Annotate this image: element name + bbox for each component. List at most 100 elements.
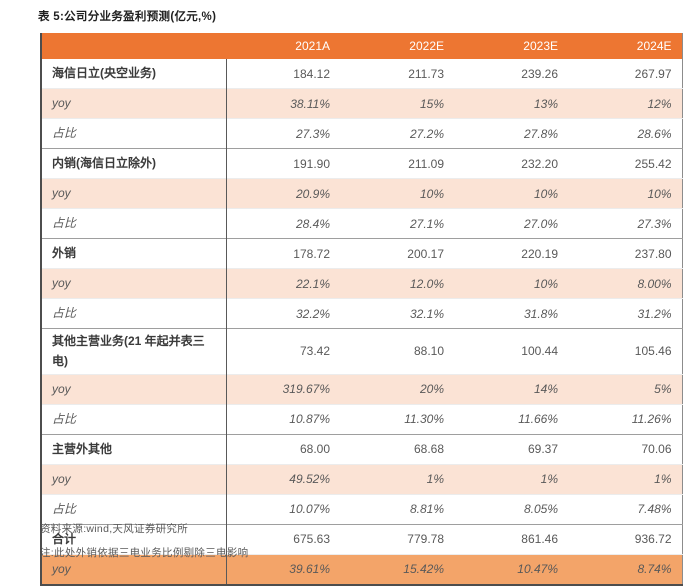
row-label: 外销 [41,238,227,269]
row-label: yoy [41,178,227,209]
row-label: yoy [41,464,227,495]
cell-value: 8.81% [409,502,444,517]
cell-value: 1% [654,472,672,487]
cell-value: 178.72 [293,246,330,261]
table-caption: 表 5:公司分业务盈利预测(亿元,%) [38,11,217,23]
col-header-2021a: 2021A [226,33,340,59]
cell-value: 100.44 [521,344,558,359]
cell-value: 200.17 [407,246,444,261]
cell-value: 10% [647,186,672,201]
cell-value: 10.87% [289,412,330,427]
row-label: 主营外其他 [41,434,227,465]
cell-value: 68.00 [299,442,330,457]
cell-value: 22.1% [295,276,330,291]
cell-value: 68.68 [413,442,444,457]
row-label: yoy [41,88,227,119]
row-label: 占比 [41,494,227,525]
cell-value: 211.09 [408,156,444,171]
cell-value: 237.80 [634,246,672,261]
cell-value: 28.6% [637,126,672,141]
cell-value: 69.37 [527,442,558,457]
cell-value: 27.1% [409,216,444,231]
cell-value: 319.67% [282,382,330,397]
cell-value: 27.8% [523,126,558,141]
cell-value: 861.46 [521,532,558,547]
table-row-share: 占比 10.87% 11.30% 11.66% 11.26% [41,404,682,435]
cell-value: 32.1% [409,306,444,321]
cell-value: 184.12 [293,66,330,81]
row-label: 内销(海信日立除外) [41,148,227,179]
table-row-yoy: yoy 38.11% 15% 13% 12% [41,88,682,119]
cell-value: 14% [533,382,558,397]
col-header-2023e: 2023E [454,33,568,59]
table-row-yoy: yoy 20.9% 10% 10% 10% [41,178,682,209]
cell-value: 12% [647,96,672,111]
forecast-table-wrap: 2021A 2022E 2023E 2024E 海信日立(央空业务) 184.12… [40,33,683,586]
cell-value: 13% [533,96,558,111]
cell-value: 239.26 [521,66,558,81]
col-header-2024e: 2024E [568,33,682,59]
table-header-row: 2021A 2022E 2023E 2024E [41,33,682,59]
cell-value: 11.30% [404,412,444,427]
cell-value: 31.8% [523,306,558,321]
cell-value: 15% [419,96,444,111]
cell-value: 8.00% [637,276,672,291]
cell-value: 1% [426,472,444,487]
cell-value: 10.47% [517,562,558,577]
cell-value: 7.48% [637,502,672,517]
report-table-page: { "page": { "title": "表 5:公司分业务盈利预测(亿元,%… [38,11,683,586]
cell-value: 1% [540,472,558,487]
row-label: 占比 [41,118,227,149]
row-label: 其他主营业务(21 年起并表三电) [41,328,227,375]
cell-value: 73.42 [299,344,330,359]
row-label: 占比 [41,404,227,435]
cell-value: 5% [654,382,672,397]
cell-value: 27.3% [637,216,672,231]
cell-value: 8.05% [523,502,558,517]
cell-value: 27.0% [523,216,558,231]
cell-value: 49.52% [289,472,330,487]
cell-value: 27.2% [409,126,444,141]
table-corner-cell [41,33,226,59]
row-label: 占比 [41,298,227,329]
cell-value: 38.11% [290,96,330,111]
cell-value: 267.97 [634,66,672,81]
cell-value: 88.10 [413,344,444,359]
cell-value: 32.2% [295,306,330,321]
cell-value: 936.72 [634,532,672,547]
row-label: 合计 [41,524,227,555]
table-row-section: 海信日立(央空业务) 184.12 211.73 239.26 267.97 [41,59,682,89]
cell-value: 8.74% [637,562,672,577]
table-body: 海信日立(央空业务) 184.12 211.73 239.26 267.97 yoy 38.… [41,59,682,585]
table-row-share: 占比 10.07% 8.81% 8.05% 7.48% [41,494,682,525]
cell-value: 31.2% [637,306,672,321]
table-row-yoy: yoy 22.1% 12.0% 10% 8.00% [41,268,682,299]
table-row-yoy: yoy 319.67% 20% 14% 5% [41,374,682,405]
row-label: 海信日立(央空业务) [41,59,227,89]
cell-value: 20% [419,382,444,397]
cell-value: 10.07% [289,502,330,517]
cell-value: 675.63 [293,532,330,547]
row-label: 占比 [41,208,227,239]
cell-value: 10% [533,186,558,201]
cell-value: 27.3% [295,126,330,141]
cell-value: 28.4% [295,216,330,231]
source-line: 资料来源:wind,天风证券研究所 [40,523,189,535]
row-label: yoy [41,374,227,405]
col-header-2022e: 2022E [340,33,454,59]
cell-value: 191.90 [293,156,330,171]
table-row-section: 外销 178.72 200.17 220.19 237.80 [41,238,682,269]
cell-value: 15.42% [403,562,444,577]
cell-value: 11.26% [631,412,672,427]
cell-value: 10% [419,186,444,201]
table-row-total: 合计 675.63 779.78 861.46 936.72 [41,524,682,555]
cell-value: 255.42 [634,156,672,171]
cell-value: 232.20 [521,156,558,171]
cell-value: 211.73 [408,66,444,81]
cell-value: 105.46 [634,344,672,359]
table-row-share: 占比 27.3% 27.2% 27.8% 28.6% [41,118,682,149]
row-label: yoy [41,268,227,299]
cell-value: 12.0% [409,276,444,291]
cell-value: 70.06 [641,442,672,457]
table-row-yoy: yoy 49.52% 1% 1% 1% [41,464,682,495]
